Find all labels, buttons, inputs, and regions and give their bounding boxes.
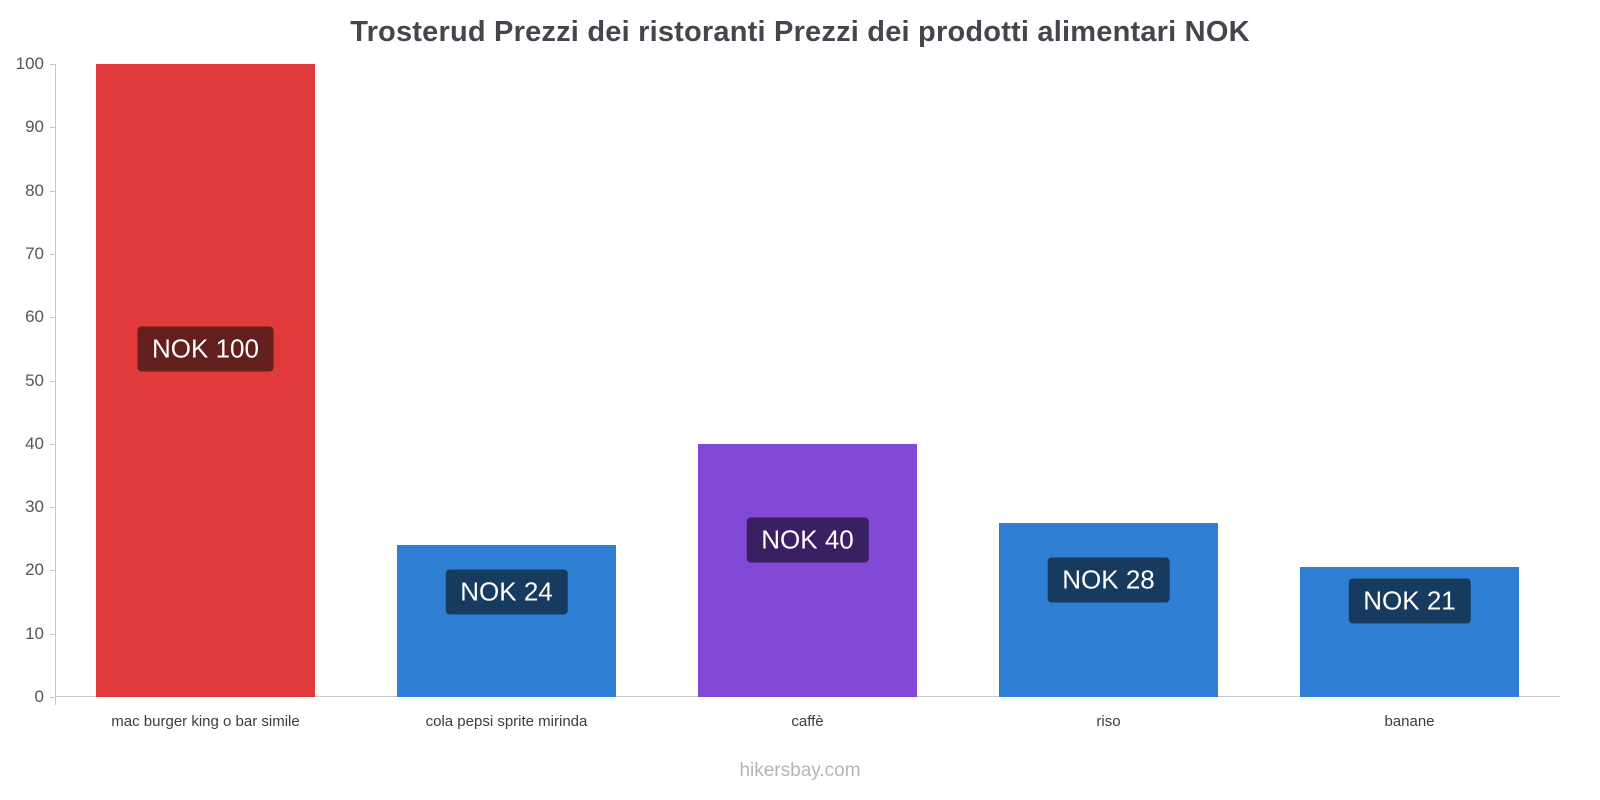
bar-value-label: NOK 40: [746, 517, 869, 563]
bar-3: [697, 443, 918, 697]
y-axis-tick: [50, 633, 55, 635]
watermark-hikersbay: hikersbay.com: [739, 760, 861, 781]
y-tick-label: 90: [25, 117, 44, 137]
x-category-label: banane: [1384, 713, 1435, 730]
y-axis-tick: [50, 253, 55, 255]
y-tick-label: 100: [15, 54, 44, 73]
bar-value-label: NOK 100: [137, 326, 274, 372]
x-axis-tick: [55, 697, 56, 705]
x-category-label: cola pepsi sprite mirinda: [425, 713, 588, 730]
y-tick-label: 70: [25, 243, 44, 263]
plot-area: 0 10 20 30 40 50 60 70 80 90 100 NOK 100 mac burger …: [16, 54, 1560, 730]
y-axis: [55, 64, 56, 697]
y-axis-tick: [50, 64, 55, 65]
bar-value-label: NOK 28: [1047, 557, 1170, 603]
y-axis-tick: [50, 127, 55, 129]
y-tick-label: 20: [25, 560, 44, 580]
chart-title: Trosterud Prezzi dei ristoranti Prezzi d…: [350, 16, 1250, 48]
y-tick-label: 40: [25, 433, 44, 453]
y-tick-label: 10: [25, 623, 44, 643]
bar-value-label: NOK 21: [1348, 578, 1471, 624]
y-axis-tick: [50, 697, 55, 698]
x-category-label: riso: [1096, 713, 1121, 730]
y-axis-tick: [50, 190, 55, 192]
y-tick-label: 80: [25, 180, 44, 200]
y-tick-label: 60: [25, 307, 44, 327]
y-axis-tick: [50, 507, 55, 509]
bar-2: [396, 545, 617, 697]
y-tick-label: 50: [25, 370, 44, 390]
y-axis-tick: [50, 443, 55, 445]
bar-4: [998, 522, 1219, 697]
y-axis-tick: [50, 570, 55, 572]
bar-value-label: NOK 24: [445, 569, 568, 615]
y-tick-label: 30: [25, 497, 44, 517]
y-axis-tick: [50, 317, 55, 319]
x-category-label: mac burger king o bar simile: [111, 713, 300, 730]
y-axis-tick: [50, 380, 55, 382]
y-tick-label: 0: [34, 687, 44, 706]
bar-1: [95, 64, 316, 697]
x-category-label: caffè: [791, 713, 824, 730]
